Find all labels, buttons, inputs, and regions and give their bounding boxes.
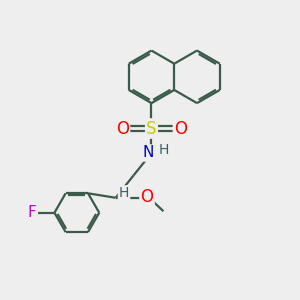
Text: S: S [146,119,157,137]
Text: H: H [159,143,169,157]
Text: O: O [116,119,129,137]
Text: N: N [143,146,154,160]
Text: F: F [28,205,36,220]
Text: H: H [119,186,129,200]
Text: O: O [140,188,154,206]
Text: O: O [174,119,187,137]
